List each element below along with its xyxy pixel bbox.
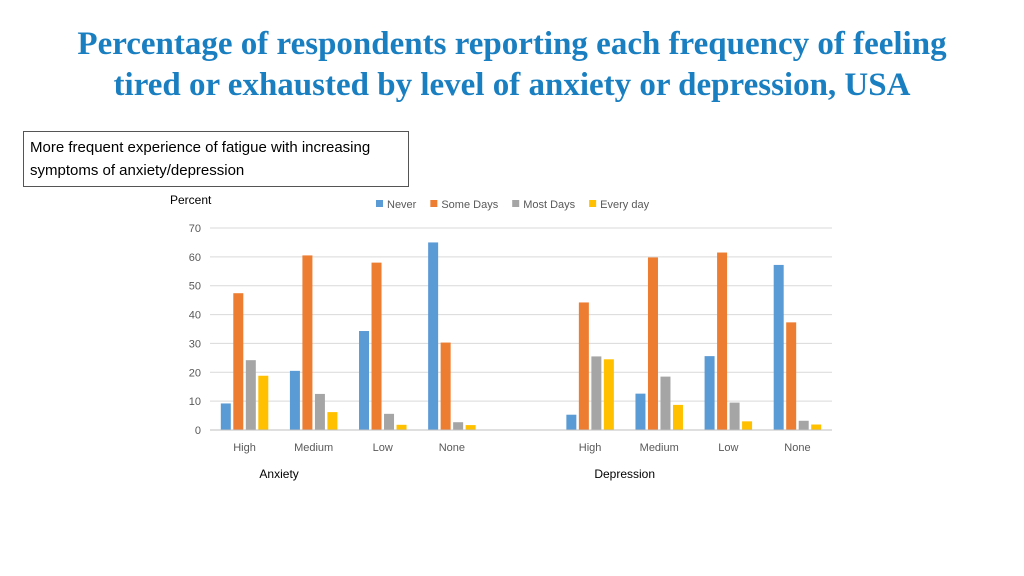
legend-label: Never bbox=[387, 199, 417, 211]
bar-most-days bbox=[591, 356, 602, 430]
bar-most-days bbox=[453, 422, 464, 430]
bar-never bbox=[566, 414, 577, 430]
bar-most-days bbox=[798, 420, 809, 430]
bar-never bbox=[704, 356, 715, 430]
bar-most-days bbox=[384, 413, 395, 430]
bar-most-days bbox=[660, 376, 671, 430]
y-tick-label: 40 bbox=[189, 310, 201, 322]
bar-some-days bbox=[302, 255, 313, 430]
bar-every-day bbox=[327, 412, 338, 430]
bar-some-days bbox=[647, 257, 658, 430]
x-tick-label: High bbox=[233, 442, 256, 454]
gridlines bbox=[210, 227, 832, 402]
annotation-box: More frequent experience of fatigue with… bbox=[23, 131, 409, 187]
bar-most-days bbox=[314, 393, 325, 430]
x-tick-label: None bbox=[439, 442, 465, 454]
group-label-depression: Depression bbox=[594, 467, 655, 481]
axes: 0 10 20 30 40 50 60 70 High Medium Low None High Medi… bbox=[189, 223, 832, 481]
bar-some-days bbox=[717, 252, 728, 430]
legend-label: Most Days bbox=[523, 199, 575, 211]
legend-item: Some Days bbox=[430, 199, 499, 211]
bar-never bbox=[635, 393, 646, 430]
y-tick-label: 60 bbox=[189, 252, 201, 264]
legend-item: Every day bbox=[589, 199, 650, 211]
bar-some-days bbox=[440, 342, 451, 430]
bar-never bbox=[428, 242, 439, 430]
legend-swatch bbox=[589, 200, 597, 207]
x-tick-label: Low bbox=[373, 442, 393, 454]
bar-every-day bbox=[811, 424, 822, 430]
x-tick-label: None bbox=[784, 442, 810, 454]
bar-never bbox=[359, 331, 370, 430]
y-tick-label: 30 bbox=[189, 338, 201, 350]
y-tick-label: 0 bbox=[195, 425, 201, 437]
legend: Never Some Days Most Days Every day bbox=[376, 199, 650, 211]
x-tick-label: High bbox=[579, 442, 602, 454]
x-tick-label: Medium bbox=[640, 442, 679, 454]
bar-some-days bbox=[371, 262, 382, 430]
bar-every-day bbox=[396, 424, 407, 430]
y-tick-label: 70 bbox=[189, 223, 201, 235]
legend-swatch bbox=[376, 200, 383, 207]
legend-label: Every day bbox=[600, 199, 649, 211]
legend-item: Most Days bbox=[512, 199, 576, 211]
x-tick-label: Low bbox=[718, 442, 738, 454]
y-axis-label: Percent bbox=[170, 193, 212, 207]
bars bbox=[220, 242, 822, 430]
bar-most-days bbox=[729, 402, 740, 430]
bar-every-day bbox=[258, 375, 269, 430]
bar-never bbox=[220, 403, 231, 430]
bar-some-days bbox=[233, 293, 244, 430]
bar-never bbox=[289, 370, 300, 430]
legend-item: Never bbox=[376, 199, 417, 211]
bar-every-day bbox=[742, 421, 753, 430]
legend-swatch bbox=[512, 200, 520, 207]
y-tick-label: 20 bbox=[189, 367, 201, 379]
bar-every-day bbox=[603, 359, 614, 430]
x-tick-label: Medium bbox=[294, 442, 333, 454]
group-label-anxiety: Anxiety bbox=[259, 467, 298, 481]
bar-some-days bbox=[578, 302, 589, 430]
bar-some-days bbox=[786, 322, 797, 430]
bar-every-day bbox=[465, 425, 476, 430]
bar-never bbox=[773, 264, 784, 430]
bar-most-days bbox=[245, 360, 256, 430]
slide-title: Percentage of respondents reporting each… bbox=[77, 26, 947, 103]
legend-label: Some Days bbox=[441, 199, 498, 211]
y-tick-label: 50 bbox=[189, 281, 201, 293]
y-tick-label: 10 bbox=[189, 396, 201, 408]
bar-every-day bbox=[672, 404, 683, 430]
legend-swatch bbox=[430, 200, 438, 207]
